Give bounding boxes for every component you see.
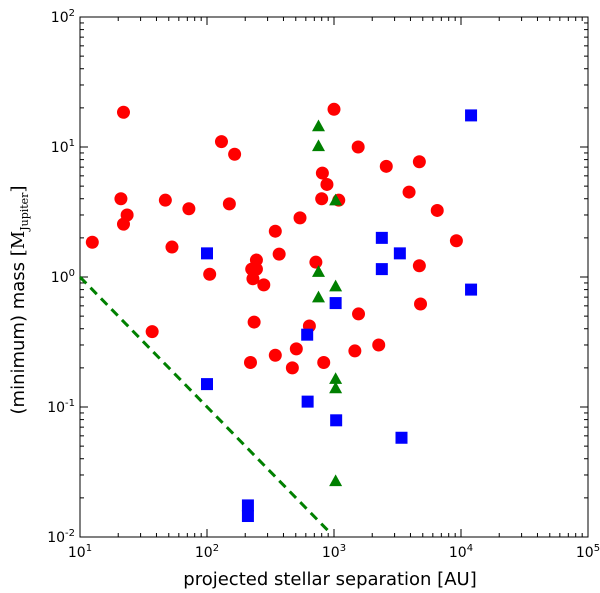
y-tick-label: 10-1 bbox=[47, 398, 75, 416]
circle-point bbox=[414, 297, 428, 311]
triangle-point bbox=[311, 139, 325, 152]
circle-point bbox=[243, 355, 257, 369]
y-tick-label: 10-2 bbox=[47, 528, 75, 546]
plot-frame bbox=[79, 16, 589, 538]
square-point bbox=[375, 231, 388, 244]
x-tick-label: 103 bbox=[322, 543, 346, 561]
y-tick-label: 102 bbox=[51, 8, 75, 26]
axis-ticks: 101 102 103 104 105 10-2 10-1 100 101 102 bbox=[47, 8, 600, 561]
square-point bbox=[330, 414, 343, 427]
circle-point bbox=[430, 203, 444, 217]
square-point bbox=[375, 263, 388, 276]
triangle-point bbox=[329, 381, 343, 394]
y-axis-title-unit-sub: Jupiter bbox=[18, 192, 31, 232]
triangle-point bbox=[329, 193, 343, 206]
circle-point bbox=[320, 177, 334, 191]
circle-point bbox=[351, 140, 365, 154]
square-point bbox=[241, 510, 254, 523]
y-axis-title-unit: M bbox=[8, 231, 29, 249]
circle-point bbox=[272, 247, 286, 261]
circle-point bbox=[85, 235, 99, 249]
circle-point bbox=[289, 342, 303, 356]
square-point bbox=[201, 247, 213, 260]
circle-point bbox=[309, 255, 323, 269]
triangle-point bbox=[329, 474, 343, 487]
square-point bbox=[393, 247, 406, 260]
triangle-point bbox=[311, 265, 325, 277]
circle-point bbox=[249, 253, 263, 267]
circle-point bbox=[182, 202, 196, 216]
triangle-point bbox=[329, 372, 343, 384]
square-point bbox=[241, 499, 254, 512]
x-tick-label: 104 bbox=[449, 543, 473, 561]
circle-point bbox=[145, 325, 159, 339]
circle-point bbox=[348, 344, 362, 358]
triangle-point bbox=[329, 279, 343, 292]
x-tick-label: 101 bbox=[68, 543, 92, 561]
circle-point bbox=[327, 102, 341, 116]
data-marks bbox=[78, 102, 478, 534]
x-tick-label: 105 bbox=[576, 543, 600, 561]
circle-point bbox=[228, 147, 242, 161]
circle-point bbox=[249, 262, 263, 276]
square-point bbox=[465, 283, 478, 296]
circle-point bbox=[285, 361, 299, 375]
square-point bbox=[395, 431, 408, 444]
circle-point bbox=[222, 197, 236, 211]
circle-point bbox=[352, 307, 366, 321]
circle-point bbox=[402, 185, 416, 199]
circle-point bbox=[293, 211, 307, 225]
circle-point bbox=[412, 259, 426, 273]
y-tick-label: 101 bbox=[51, 138, 75, 156]
circle-point bbox=[372, 338, 386, 352]
x-tick-label: 102 bbox=[195, 543, 219, 561]
plot-area bbox=[79, 16, 589, 538]
circle-point bbox=[412, 155, 426, 169]
circle-point bbox=[449, 234, 463, 248]
circle-point bbox=[114, 192, 128, 206]
circle-point bbox=[268, 224, 282, 238]
circle-point bbox=[214, 135, 228, 149]
square-point bbox=[301, 328, 314, 341]
y-tick-label: 100 bbox=[51, 268, 75, 286]
x-axis-title: projected stellar separation [AU] bbox=[183, 569, 476, 590]
circle-point bbox=[158, 193, 172, 207]
circle-point bbox=[165, 240, 179, 254]
circle-point bbox=[379, 159, 393, 173]
y-axis-title: (minimum) mass [MJupiter] bbox=[8, 186, 31, 415]
circle-point bbox=[257, 278, 271, 292]
square-point bbox=[201, 378, 213, 391]
triangle-point bbox=[311, 290, 325, 303]
circle-point bbox=[247, 315, 261, 329]
circle-point bbox=[317, 355, 331, 369]
square-point bbox=[301, 395, 314, 408]
square-point bbox=[465, 109, 478, 122]
circle-point bbox=[203, 267, 217, 281]
circle-point bbox=[315, 192, 329, 206]
circle-point bbox=[268, 348, 282, 362]
square-point bbox=[329, 297, 342, 310]
triangle-point bbox=[311, 119, 325, 132]
circle-point bbox=[120, 208, 134, 222]
circle-point bbox=[116, 105, 130, 119]
y-axis-title-main: (minimum) mass bbox=[8, 256, 29, 414]
circle-point bbox=[315, 166, 329, 180]
